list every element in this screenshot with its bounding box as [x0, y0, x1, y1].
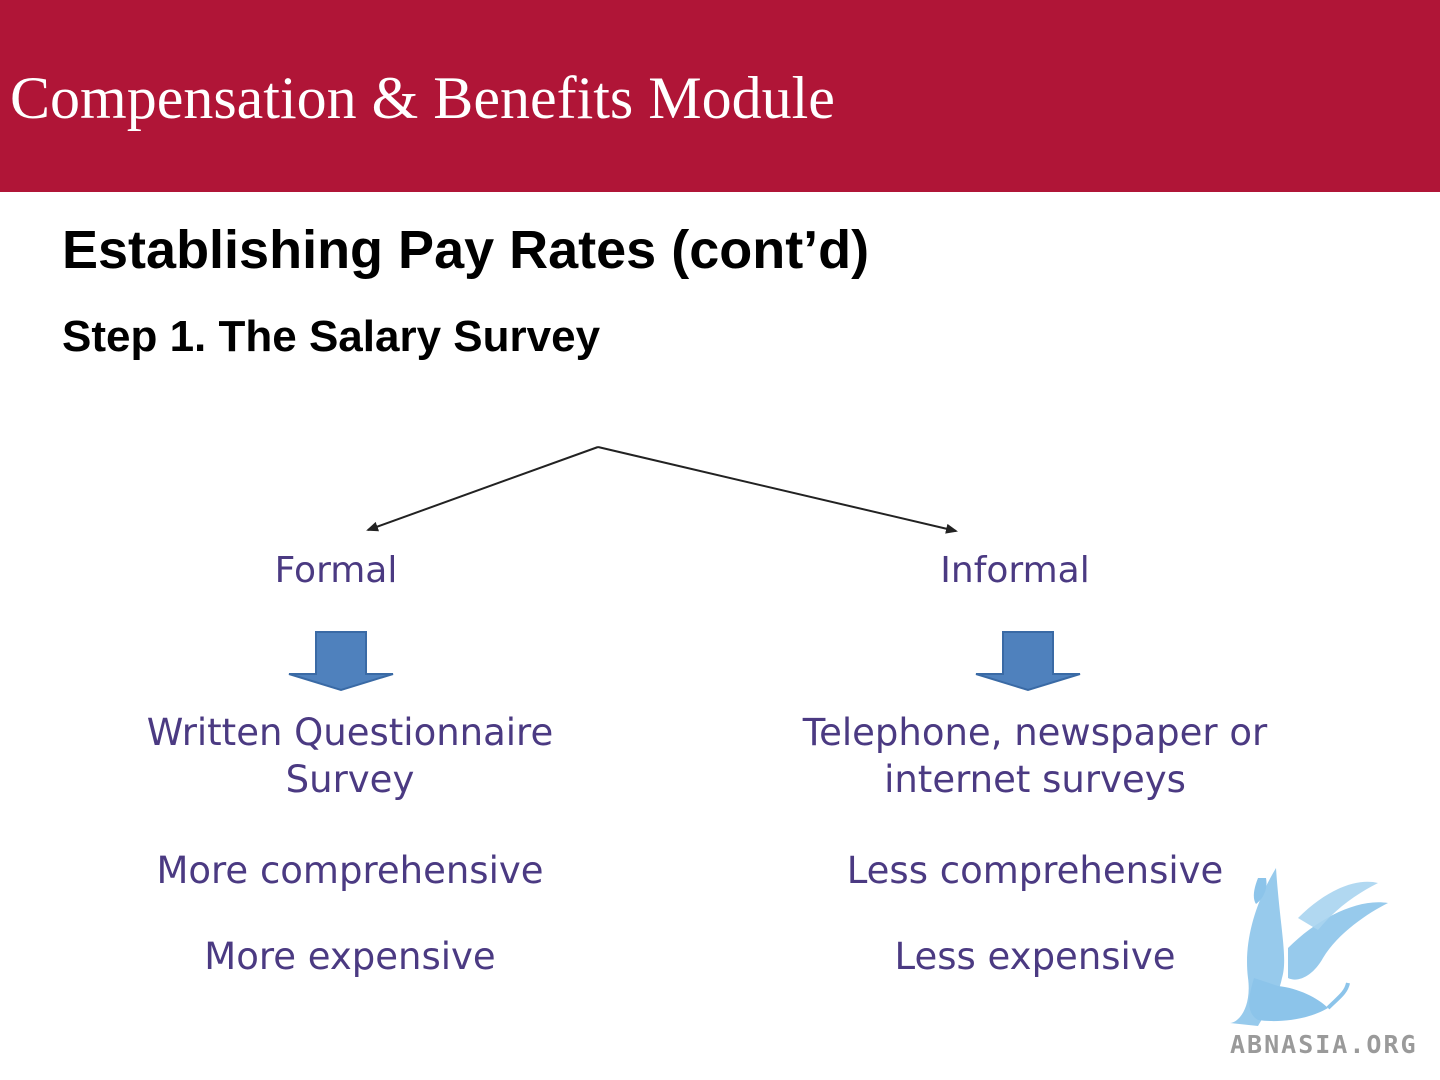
griffin-logo-icon [1230, 868, 1388, 1026]
connector-line-right [597, 446, 958, 534]
down-arrow-icon-right [975, 631, 1081, 692]
trait-formal-cost: More expensive [204, 935, 496, 978]
watermark-text: ABNASIA.ORG [1230, 1030, 1418, 1059]
down-arrow-icon-left [288, 631, 394, 692]
branch-label-informal: Informal [940, 550, 1090, 591]
trait-informal-comprehensive: Less comprehensive [846, 849, 1224, 892]
method-informal: Telephone, newspaper or internet surveys [785, 710, 1285, 803]
branch-label-formal: Formal [274, 550, 398, 591]
method-line: internet surveys [884, 757, 1186, 801]
method-line: Written Questionnaire [146, 711, 554, 754]
method-formal: Written Questionnaire Survey [100, 710, 600, 803]
connector-line-left [366, 446, 599, 532]
trait-formal-comprehensive: More comprehensive [156, 849, 544, 892]
trait-informal-cost: Less expensive [894, 935, 1176, 978]
header-bar: Compensation & Benefits Module [0, 0, 1440, 192]
header-title: Compensation & Benefits Module [10, 65, 835, 131]
slide-subtitle: Step 1. The Salary Survey [62, 312, 601, 361]
slide-title: Establishing Pay Rates (cont’d) [62, 220, 870, 280]
method-line: Survey [285, 757, 415, 801]
method-line: Telephone, newspaper or [802, 711, 1268, 754]
